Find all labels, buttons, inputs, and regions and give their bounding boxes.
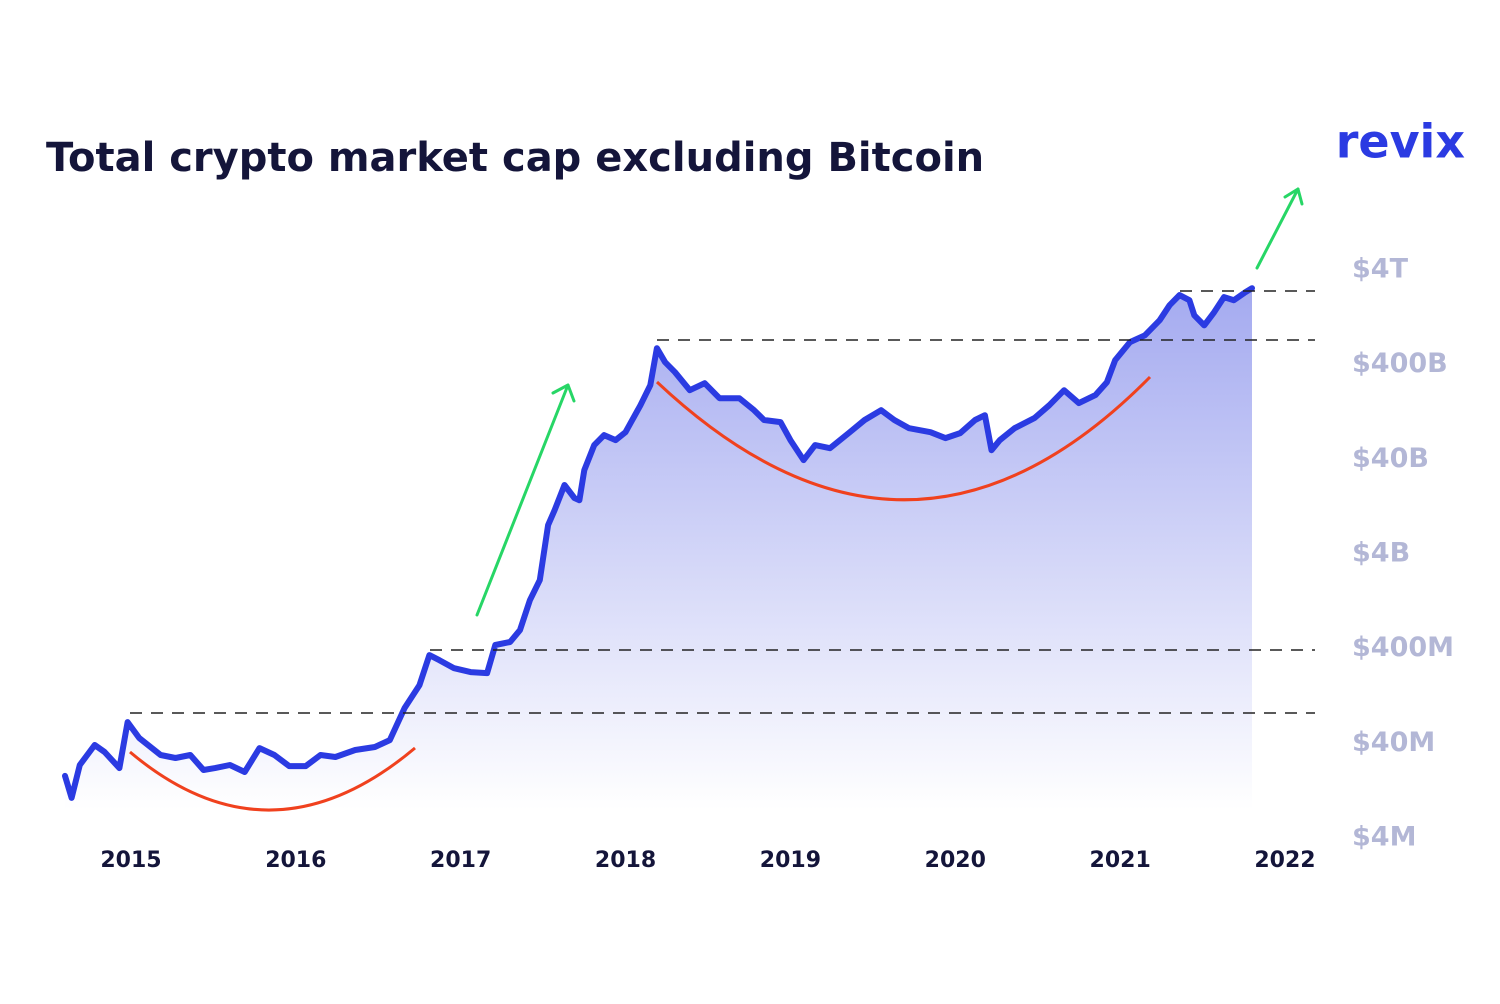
y-tick-label: $4M (1352, 822, 1416, 853)
y-tick-label: $40B (1352, 443, 1429, 474)
plot-area (62, 285, 1255, 810)
y-tick-label: $4T (1352, 254, 1409, 285)
trend-arrow (1255, 187, 1304, 270)
x-tick-label: 2022 (1254, 848, 1315, 873)
x-tick-label: 2017 (430, 848, 491, 873)
x-tick-label: 2018 (595, 848, 656, 873)
chart-title: Total crypto market cap excluding Bitcoi… (46, 135, 984, 181)
x-tick-label: 2020 (925, 848, 986, 873)
trend-arrow (475, 383, 576, 617)
annotations (129, 187, 1315, 812)
area (65, 288, 1252, 810)
x-tick-label: 2021 (1090, 848, 1151, 873)
cup-arc (129, 746, 416, 812)
line (62, 285, 1255, 801)
x-tick-label: 2015 (100, 848, 161, 873)
brand-logo: revix (1336, 115, 1465, 169)
y-tick-label: $400B (1352, 348, 1448, 379)
y-tick-label: $4B (1352, 538, 1410, 569)
y-tick-label: $40M (1352, 727, 1435, 758)
y-tick-label: $400M (1352, 632, 1454, 663)
x-tick-label: 2019 (760, 848, 821, 873)
x-tick-label: 2016 (265, 848, 326, 873)
cup-arc (655, 375, 1152, 502)
